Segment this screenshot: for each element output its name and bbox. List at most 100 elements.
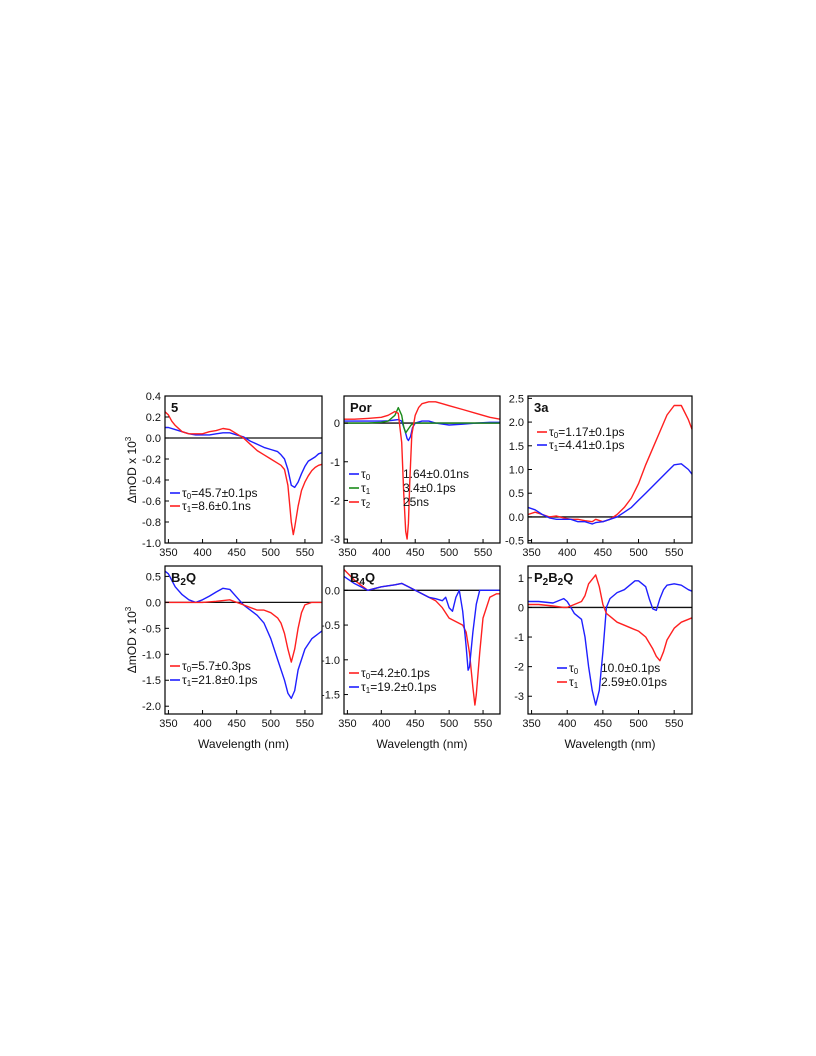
y-tick-label: -0.5	[321, 620, 340, 632]
legend-symbol: τ	[182, 673, 187, 687]
title-part: 2	[543, 577, 549, 588]
chart-panel-1: 350 400 450 500 550 0.4 0.2 0.0 -0.2 -0.4 -0.6 -0.8…	[142, 391, 323, 559]
x-axis-label-2: Wavelength (nm)	[377, 737, 468, 751]
series-line-2	[343, 575, 500, 671]
y-tick-label: -1.5	[321, 690, 340, 702]
x-tick-label: 500	[440, 547, 458, 559]
legend-value: 10.0±0.1ps	[601, 661, 660, 675]
panel-title: B4Q	[350, 570, 375, 588]
y-axis-label-text: ΔmOD x 10	[125, 441, 139, 503]
x-tick-label: 450	[594, 718, 612, 730]
series-line-1	[344, 418, 500, 442]
legend-entry: τ0=45.7±0.1ps	[182, 486, 258, 501]
legend-subscript: 0	[187, 492, 192, 501]
x-tick-label: 500	[629, 718, 647, 730]
legend-value: 25ns	[403, 495, 429, 509]
x-tick-label: 350	[159, 718, 177, 730]
legend-value: =4.41±0.1ps	[558, 438, 624, 452]
y-tick-label: 0.0	[146, 597, 161, 609]
y-tick-label: 0	[334, 418, 340, 430]
plot-frame	[343, 395, 501, 544]
x-tick-label: 450	[227, 547, 245, 559]
x-tick-label: 500	[629, 547, 647, 559]
panel-title: B2Q	[171, 570, 196, 588]
y-tick-label: 0	[518, 602, 524, 614]
plot-frame	[164, 395, 323, 544]
y-tick-label: 0.5	[509, 488, 524, 500]
y-tick-label: -0.4	[142, 475, 161, 487]
legend-symbol: τ	[182, 499, 187, 513]
y-tick-label: 0.0	[146, 433, 161, 445]
y-tick-label: -1.5	[142, 675, 161, 687]
x-tick-label: 400	[193, 718, 211, 730]
series-line-2	[344, 406, 500, 434]
legend-entry: τ1 3.4±0.1ps	[361, 481, 456, 496]
chart-panel-5: 350 400 450 500 5500.0-0.5-1.0-1.5B4Qτ0=4.2±…	[321, 565, 501, 730]
legend-symbol: τ	[361, 666, 366, 680]
y-tick-label: -1.0	[142, 538, 161, 550]
y-tick-label: 0.4	[146, 391, 161, 403]
x-tick-label: 450	[406, 547, 424, 559]
legend-entry: τ0 1.64±0.01ns	[361, 467, 469, 482]
series-line-1	[165, 426, 323, 489]
y-tick-label: -1.0	[321, 655, 340, 667]
y-tick-label: -2	[514, 662, 524, 674]
x-tick-label: 450	[594, 547, 612, 559]
panel-title: Por	[350, 400, 372, 415]
x-tick-label: 350	[338, 718, 356, 730]
x-tick-label: 400	[558, 718, 576, 730]
x-axis-label-3: Wavelength (nm)	[565, 737, 656, 751]
y-tick-label: 2.0	[509, 417, 524, 429]
title-part: B	[171, 570, 180, 585]
x-tick-label: 500	[262, 718, 280, 730]
legend-symbol: τ	[361, 481, 366, 495]
legend-entry: τ1=4.41±0.1ps	[549, 438, 625, 453]
y-tick-label: 1.5	[509, 441, 524, 453]
title-part: Q	[186, 570, 196, 585]
legend-subscript: 1	[187, 679, 192, 688]
legend-entry: τ1 2.59±0.01ps	[569, 675, 667, 690]
y-tick-label: 2.5	[509, 393, 524, 405]
x-tick-label: 350	[522, 718, 540, 730]
legend-subscript: 0	[554, 431, 559, 440]
title-part: P	[534, 570, 543, 585]
x-tick-label: 350	[338, 547, 356, 559]
title-part: 2	[180, 577, 186, 588]
legend-symbol: τ	[361, 467, 366, 481]
y-tick-label: -2.0	[142, 701, 161, 713]
legend-entry: τ0=4.2±0.1ps	[361, 666, 430, 681]
x-tick-label: 400	[372, 547, 390, 559]
title-part: 4	[359, 577, 365, 588]
legend-subscript: 1	[366, 686, 371, 695]
series-line-2	[528, 574, 693, 662]
legend-subscript: 1	[187, 505, 192, 514]
x-tick-label: 450	[227, 718, 245, 730]
legend-subscript: 0	[366, 473, 371, 482]
panel-title: P2B2Q	[534, 570, 573, 588]
x-tick-label: 400	[193, 547, 211, 559]
y-tick-label: -1.0	[142, 649, 161, 661]
x-tick-label: 550	[474, 718, 492, 730]
x-tick-label: 350	[159, 547, 177, 559]
legend-symbol: τ	[569, 675, 574, 689]
legend-symbol: τ	[361, 680, 366, 694]
y-tick-label: -1	[330, 457, 340, 469]
legend-value: =45.7±0.1ps	[191, 486, 257, 500]
y-axis-label-text: ΔmOD x 10	[125, 611, 139, 673]
title-part: B	[350, 570, 359, 585]
legend-symbol: τ	[182, 659, 187, 673]
plot-frame	[527, 565, 693, 715]
series-line-1	[527, 404, 693, 523]
chart-panel-4: 350 400 450 500 550 0.5 0.0 -0.5 -1.0 -1.5 -2.0 B2Q…	[142, 565, 323, 730]
series-line-3	[344, 401, 501, 540]
x-tick-label: 400	[372, 718, 390, 730]
legend-subscript: 0	[187, 665, 192, 674]
legend-entry: τ0=5.7±0.3ps	[182, 659, 251, 674]
y-tick-label: 0.2	[146, 412, 161, 424]
x-tick-label: 550	[296, 547, 314, 559]
title-part: Q	[365, 570, 375, 585]
legend-value: 3.4±0.1ps	[403, 481, 456, 495]
legend-value: =8.6±0.1ns	[191, 499, 251, 513]
